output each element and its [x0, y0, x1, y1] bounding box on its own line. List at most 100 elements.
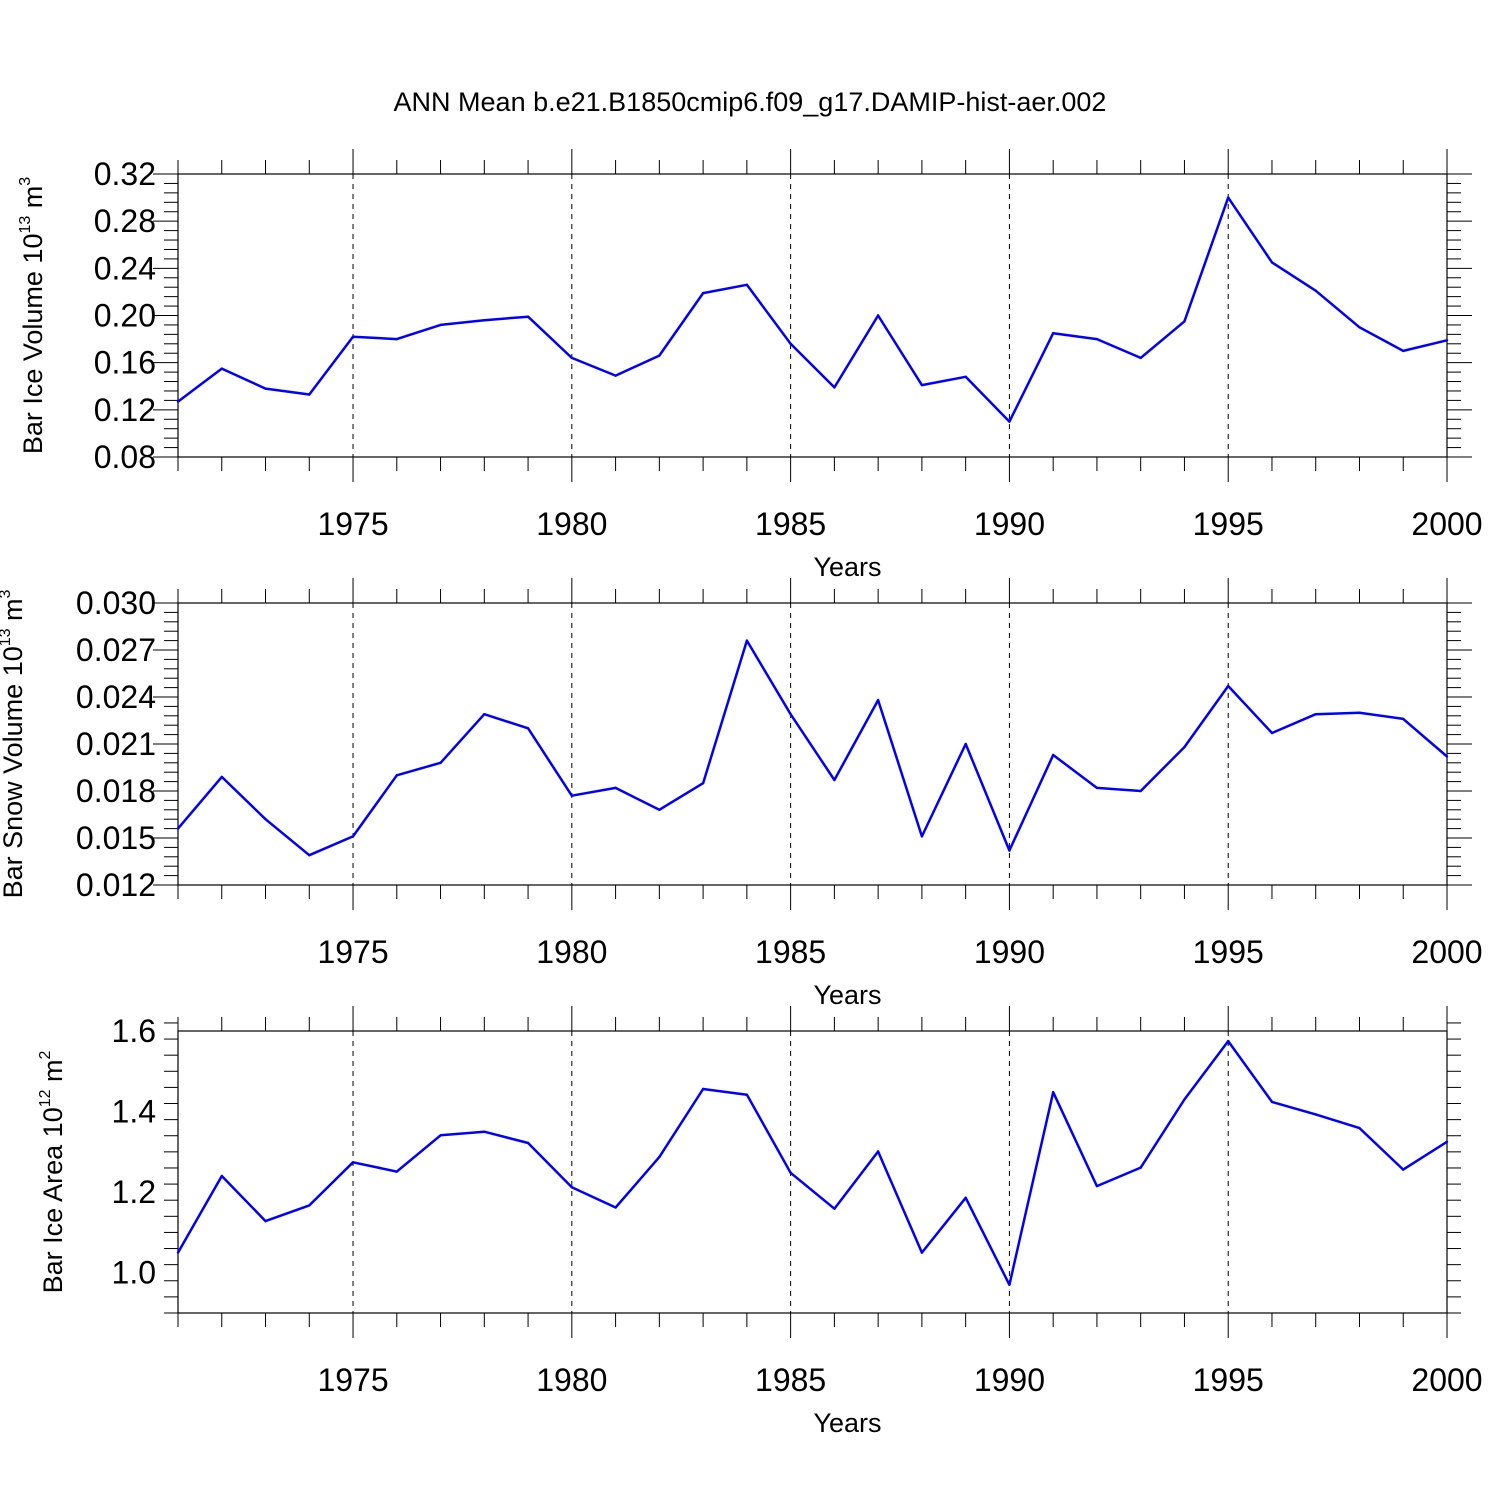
data-point — [833, 778, 836, 782]
data-point — [658, 808, 661, 811]
data-point — [614, 786, 617, 790]
x-tick-label: 1975 — [317, 506, 388, 542]
data-point — [833, 1207, 836, 1210]
data-point — [1095, 786, 1099, 790]
panel-2: 0.012 0.015 0.018 0.021 0.024 0.027 0.030 1975 1… — [0, 578, 1483, 1010]
y-axis-title-part: m — [18, 186, 48, 216]
y-tick-label: 0.027 — [76, 632, 156, 668]
data-point — [876, 698, 880, 702]
data-point — [658, 1155, 661, 1159]
data-point — [745, 1093, 749, 1096]
y-tick-label: 0.32 — [94, 156, 156, 192]
data-point — [395, 774, 398, 777]
data-point — [1445, 755, 1449, 758]
y-axis-title-superscript: 12 — [37, 1089, 54, 1107]
x-tick-label: 1985 — [755, 506, 826, 542]
panel-3: 1.0 1.2 1.4 1.6 1975 1980 1985 1990 1995 2000 Year… — [37, 1006, 1483, 1438]
data-point — [789, 1171, 792, 1175]
y-axis-title-superscript: 3 — [0, 589, 14, 598]
y-tick-label: 0.021 — [76, 726, 156, 762]
data-point — [1402, 1168, 1405, 1171]
y-axis-title-part: m — [0, 598, 28, 628]
data-point — [220, 1174, 223, 1178]
data-point — [1008, 849, 1011, 852]
data-point — [1008, 1283, 1011, 1287]
y-tick-label: 1.2 — [112, 1174, 156, 1210]
data-point — [1358, 326, 1361, 329]
series-line — [177, 639, 1448, 857]
data-point — [1402, 717, 1405, 721]
data-point — [876, 1150, 880, 1153]
data-point — [614, 1206, 617, 1209]
data-point — [483, 713, 486, 716]
plot-frame — [177, 1030, 1448, 1314]
data-point — [964, 1196, 967, 1199]
data-point — [1183, 745, 1186, 749]
x-axis-title: Years — [813, 552, 881, 582]
data-point — [439, 1134, 442, 1137]
data-point — [176, 827, 180, 830]
data-point — [308, 1204, 311, 1207]
panels: 0.08 0.12 0.16 0.20 0.24 0.28 0.32 1975 1980 1985… — [0, 149, 1483, 1438]
x-tick-label: 2000 — [1411, 1362, 1482, 1398]
y-axis-title-part: Bar Snow Volume 10 — [0, 646, 28, 898]
data-point — [483, 1130, 486, 1133]
data-point — [220, 367, 223, 370]
data-point — [351, 835, 355, 838]
x-tick-label: 1995 — [1193, 1362, 1264, 1398]
data-point — [395, 1170, 398, 1173]
data-point — [439, 761, 442, 764]
data-point — [1139, 789, 1142, 793]
data-point — [1358, 711, 1361, 714]
data-point — [308, 854, 311, 857]
data-point — [1314, 289, 1317, 292]
y-tick-label: 0.16 — [94, 345, 156, 381]
data-point — [526, 1141, 530, 1145]
data-point — [920, 383, 924, 387]
data-point — [1183, 1098, 1186, 1101]
y-tick-label: 1.6 — [112, 1013, 156, 1049]
y-axis-title-superscript: 2 — [37, 1050, 54, 1059]
y-axis-title: Bar Ice Area 1012 m2 — [37, 1050, 68, 1293]
y-tick-label: 0.12 — [94, 392, 156, 428]
data-point — [1270, 261, 1274, 264]
plot-frame — [177, 173, 1448, 458]
data-point — [789, 342, 792, 345]
y-tick-label: 0.20 — [94, 298, 156, 334]
data-point — [176, 400, 180, 403]
data-point — [833, 386, 836, 389]
data-point — [1358, 1126, 1361, 1130]
data-point — [1051, 331, 1055, 335]
x-tick-label: 2000 — [1411, 506, 1482, 542]
data-point — [1402, 349, 1405, 353]
x-tick-label: 2000 — [1411, 934, 1482, 970]
x-tick-label: 1975 — [317, 934, 388, 970]
data-point — [1183, 320, 1186, 323]
data-point — [1314, 713, 1317, 716]
data-point — [614, 374, 617, 377]
y-axis-title-superscript: 13 — [0, 628, 14, 646]
data-point — [264, 387, 267, 390]
figure-title: ANN Mean b.e21.B1850cmip6.f09_g17.DAMIP-… — [394, 87, 1107, 117]
data-point — [1445, 339, 1449, 342]
data-point — [483, 319, 486, 322]
data-point — [526, 315, 530, 318]
y-axis-title-superscript: 13 — [17, 216, 34, 234]
x-tick-label: 1990 — [974, 1362, 1045, 1398]
y-tick-label: 0.024 — [76, 679, 156, 715]
data-point — [1227, 1039, 1230, 1043]
data-point — [701, 1087, 705, 1091]
data-point — [701, 291, 705, 295]
y-tick-label: 1.0 — [112, 1255, 156, 1291]
data-point — [920, 1251, 924, 1254]
y-tick-label: 0.08 — [94, 439, 156, 475]
data-point — [439, 323, 442, 327]
y-axis-title: Bar Ice Volume 1013 m3 — [17, 177, 48, 454]
data-point — [745, 283, 749, 287]
data-point — [1051, 1091, 1055, 1094]
series-line — [177, 196, 1448, 423]
data-point — [658, 354, 661, 357]
data-point — [395, 337, 398, 341]
y-tick-label: 0.28 — [94, 203, 156, 239]
x-axis-title: Years — [813, 980, 881, 1010]
